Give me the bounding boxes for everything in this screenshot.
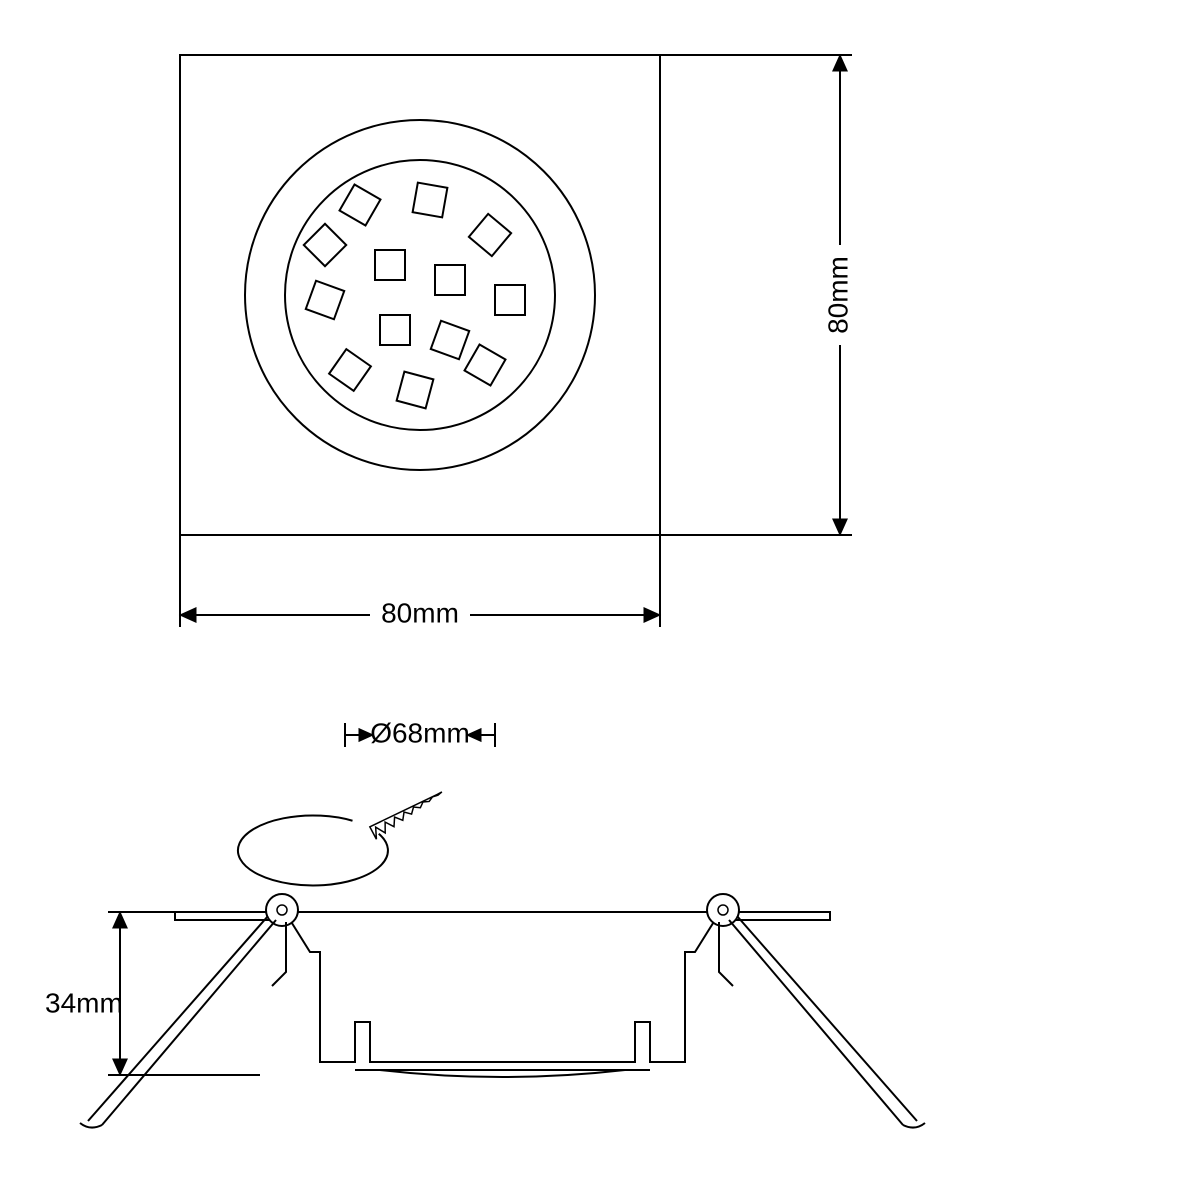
bezel-inner-circle: [285, 160, 555, 430]
led-chip: [380, 315, 410, 345]
clip-hinge-left: [266, 894, 298, 926]
dimension-cutout-label: Ø68mm: [370, 717, 470, 748]
bezel-outer-circle: [245, 120, 595, 470]
led-chip: [495, 285, 525, 315]
cutout-ellipse: [238, 815, 388, 885]
cutout-symbol: Ø68mm: [238, 717, 495, 885]
side-view: [80, 894, 925, 1128]
clip-hinge-right: [707, 894, 739, 926]
dimension-depth-label: 34mm: [45, 987, 123, 1018]
dimension-height: 80mm: [660, 55, 858, 535]
dimension-width-label: 80mm: [381, 597, 459, 628]
fixture-square: [180, 55, 660, 535]
dimension-height-label: 80mm: [822, 256, 853, 334]
dimension-depth: 34mm: [45, 912, 260, 1075]
led-chip: [435, 265, 465, 295]
dimension-width: 80mm: [180, 535, 660, 633]
holesaw-icon: [370, 792, 442, 839]
led-chip: [340, 185, 381, 226]
led-chip: [375, 250, 405, 280]
led-chip: [304, 224, 346, 266]
fixture-cross-section: [175, 912, 830, 1062]
led-chip: [431, 321, 469, 359]
led-chip: [469, 214, 511, 256]
led-chip: [306, 281, 344, 319]
led-chip: [465, 345, 506, 386]
led-chip: [413, 183, 448, 218]
top-view: [180, 55, 660, 535]
led-chip: [397, 372, 434, 409]
led-chip: [329, 349, 371, 391]
